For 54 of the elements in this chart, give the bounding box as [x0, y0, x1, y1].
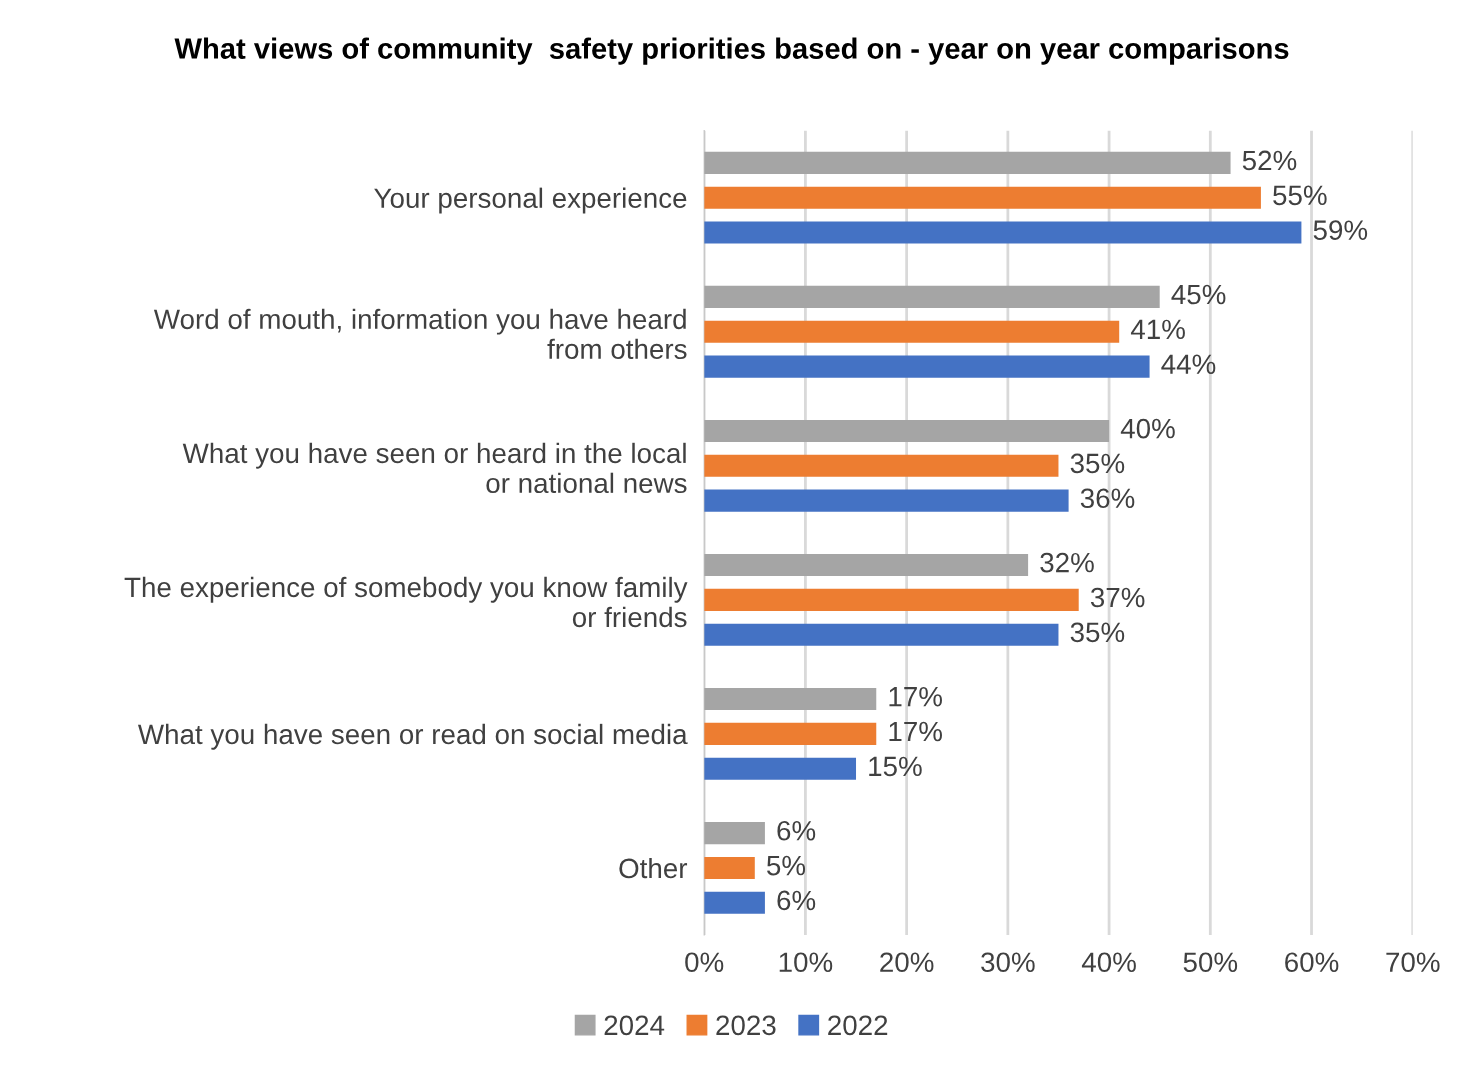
bar [704, 687, 877, 711]
bar [704, 186, 1261, 209]
data-label: 15% [869, 756, 922, 777]
bar [704, 419, 1110, 442]
data-label: 6% [777, 890, 816, 911]
y-tick-label: What you have seen or read on social media [137, 723, 688, 750]
data-label: 35% [1070, 622, 1125, 643]
x-tick-label: 60% [1285, 952, 1339, 973]
bar [704, 588, 1079, 611]
x-tick-label: 40% [1081, 952, 1136, 973]
y-tick-label: Word of mouth, information you have heard from others [153, 308, 687, 360]
bar [704, 757, 857, 780]
data-label: 17% [889, 721, 942, 742]
bar [704, 623, 1059, 646]
data-label: 55% [1273, 185, 1327, 206]
data-label: 37% [1090, 587, 1145, 608]
bar [704, 320, 1120, 343]
bar [704, 489, 1069, 512]
data-label: 36% [1080, 488, 1135, 509]
legend-label: 2023 [716, 1015, 776, 1036]
bar [704, 891, 765, 914]
bar [704, 151, 1231, 174]
data-label: 40% [1120, 418, 1175, 439]
x-tick-label: 10% [779, 952, 833, 973]
bar [704, 822, 765, 845]
y-tick-label: Your personal experience [374, 187, 687, 214]
bar [704, 285, 1160, 308]
x-tick-label: 70% [1386, 952, 1440, 973]
data-label: 32% [1040, 552, 1094, 573]
data-label: 5% [767, 855, 806, 876]
data-label: 17% [889, 686, 942, 707]
y-tick-label: Other [619, 857, 688, 879]
data-label: 59% [1313, 220, 1368, 240]
bar [704, 221, 1302, 244]
data-label: 44% [1161, 354, 1216, 374]
bar [704, 722, 877, 745]
x-tick-label: 30% [981, 952, 1035, 973]
data-label: 35% [1070, 453, 1125, 474]
data-label: 52% [1242, 150, 1297, 171]
y-tick-label: What you have seen or heard in the local or national news [182, 442, 687, 494]
bar [704, 856, 755, 880]
y-tick-label: The experience of somebody you know family or friends [124, 576, 688, 628]
x-tick-label: 20% [880, 952, 934, 973]
bar [704, 454, 1059, 477]
bar [704, 355, 1150, 378]
bar [704, 553, 1029, 577]
legend-label: 2024 [604, 1015, 665, 1036]
data-label: 6% [777, 820, 816, 841]
data-label: 45% [1171, 284, 1226, 305]
data-label: 41% [1130, 319, 1185, 340]
legend-label: 2022 [828, 1015, 888, 1036]
chart-title: What views of community safety priorities based on - year on year comparisons [174, 37, 1289, 65]
x-tick-label: 50% [1183, 952, 1238, 973]
x-tick-label: 0% [685, 952, 724, 973]
